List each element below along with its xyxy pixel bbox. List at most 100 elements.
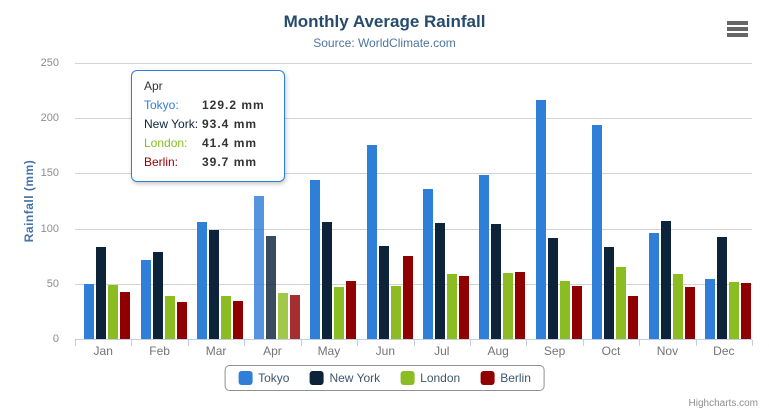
bar-london-sep[interactable] — [559, 281, 570, 339]
legend-item-tokyo[interactable]: Tokyo — [238, 371, 289, 385]
category-group-apr — [244, 63, 300, 339]
bar-berlin-sep[interactable] — [571, 286, 582, 339]
x-axis-label-feb: Feb — [149, 344, 170, 358]
tooltip-series-value: 129.2 mm — [202, 98, 265, 112]
bar-london-oct[interactable] — [616, 267, 627, 339]
bar-london-nov[interactable] — [672, 273, 683, 339]
bar-tokyo-nov[interactable] — [648, 233, 659, 339]
credits-link[interactable]: Highcharts.com — [688, 398, 758, 409]
bar-berlin-jun[interactable] — [402, 255, 413, 339]
bar-new-york-aug[interactable] — [491, 223, 502, 339]
gridline-50 — [75, 283, 752, 285]
legend-swatch-tokyo — [238, 371, 253, 385]
export-menu-button[interactable] — [727, 21, 749, 38]
x-axis-label-jan: Jan — [93, 344, 113, 358]
x-axis-tick — [300, 340, 302, 346]
bar-tokyo-dec[interactable] — [705, 278, 716, 339]
bar-tokyo-mar[interactable] — [197, 221, 208, 339]
category-group-mar — [188, 63, 244, 339]
legend-label-new-york: New York — [329, 371, 381, 385]
bar-tokyo-sep[interactable] — [535, 100, 546, 339]
bar-tokyo-apr[interactable] — [253, 196, 264, 339]
gridline-150 — [75, 173, 752, 175]
bar-new-york-jan[interactable] — [96, 246, 107, 339]
legend-item-london[interactable]: London — [400, 371, 460, 385]
bar-london-jun[interactable] — [390, 285, 401, 339]
x-axis-labels: Jan Feb Mar Apr May Jun Jul Aug Sep Oct Nov Dec — [75, 344, 752, 358]
tooltip-header: Apr — [144, 79, 163, 93]
bar-london-dec[interactable] — [729, 282, 740, 339]
x-axis-label-aug: Aug — [487, 344, 509, 358]
bar-berlin-jul[interactable] — [458, 275, 469, 339]
legend: Tokyo New York London Berlin — [224, 365, 545, 391]
bar-london-may[interactable] — [334, 287, 345, 339]
bar-london-jan[interactable] — [108, 285, 119, 339]
bar-tokyo-may[interactable] — [310, 180, 321, 339]
bar-new-york-sep[interactable] — [547, 238, 558, 339]
bar-new-york-mar[interactable] — [209, 230, 220, 339]
y-axis-label-150: 150 — [40, 167, 59, 180]
category-group-sep — [526, 63, 582, 339]
bar-london-feb[interactable] — [164, 296, 175, 339]
x-axis-label-may: May — [317, 344, 341, 358]
legend-swatch-berlin — [480, 371, 495, 385]
bar-tokyo-jun[interactable] — [366, 144, 377, 339]
bar-berlin-mar[interactable] — [233, 300, 244, 339]
legend-swatch-london — [400, 371, 415, 385]
bar-tokyo-jul[interactable] — [422, 189, 433, 339]
x-axis-label-jul: Jul — [434, 344, 450, 358]
category-group-feb — [131, 63, 187, 339]
bar-new-york-apr[interactable] — [265, 235, 276, 339]
x-axis-tick — [75, 340, 76, 346]
category-group-jun — [357, 63, 413, 339]
bar-tokyo-jan[interactable] — [84, 283, 95, 339]
bar-london-jul[interactable] — [446, 273, 457, 339]
bar-berlin-may[interactable] — [346, 280, 357, 339]
x-axis-label-apr: Apr — [263, 344, 282, 358]
category-group-jul — [414, 63, 470, 339]
legend-item-berlin[interactable]: Berlin — [480, 371, 531, 385]
x-axis-tick — [639, 340, 641, 346]
legend-item-new-york[interactable]: New York — [309, 371, 380, 385]
bar-berlin-feb[interactable] — [176, 302, 187, 339]
bar-london-mar[interactable] — [221, 295, 232, 339]
bar-new-york-may[interactable] — [322, 221, 333, 339]
bar-berlin-apr[interactable] — [289, 295, 300, 339]
bar-new-york-nov[interactable] — [660, 221, 671, 339]
y-axis-label-50: 50 — [46, 277, 59, 290]
x-axis-tick — [131, 340, 133, 346]
x-axis-tick — [752, 340, 753, 346]
bar-london-apr[interactable] — [277, 293, 288, 339]
bar-berlin-jan[interactable] — [120, 292, 131, 339]
bar-tokyo-oct[interactable] — [592, 124, 603, 339]
chart-subtitle: Source: WorldClimate.com — [313, 36, 456, 50]
bar-berlin-nov[interactable] — [684, 287, 695, 339]
bar-berlin-dec[interactable] — [741, 282, 752, 339]
bar-berlin-oct[interactable] — [628, 295, 639, 339]
y-axis-label-0: 0 — [52, 333, 59, 345]
x-axis-label-oct: Oct — [601, 344, 621, 358]
bar-new-york-oct[interactable] — [604, 246, 615, 339]
bar-new-york-dec[interactable] — [717, 237, 728, 339]
bar-tokyo-feb[interactable] — [140, 260, 151, 339]
x-axis-ticks — [75, 340, 753, 346]
bar-new-york-jul[interactable] — [434, 223, 445, 339]
bar-tokyo-aug[interactable] — [479, 175, 490, 339]
gridline-100 — [75, 228, 752, 230]
x-axis-label-nov: Nov — [656, 344, 679, 358]
tooltip-series-value: 39.7 mm — [202, 155, 258, 169]
tooltip-series-label: New York: — [144, 117, 199, 131]
bar-london-aug[interactable] — [503, 273, 514, 339]
category-group-jan — [75, 63, 131, 339]
y-axis-labels: 0 50 100 150 200 250 — [0, 57, 67, 345]
x-axis-label-dec: Dec — [713, 344, 735, 358]
x-axis-label-sep: Sep — [543, 344, 566, 358]
gridline-250 — [75, 63, 752, 64]
x-axis-line — [75, 339, 752, 340]
bar-new-york-jun[interactable] — [378, 245, 389, 339]
tooltip-series-value: 41.4 mm — [202, 136, 258, 150]
bar-berlin-aug[interactable] — [515, 272, 526, 339]
bar-new-york-feb[interactable] — [152, 252, 163, 339]
x-axis-label-jun: Jun — [375, 344, 395, 358]
y-axis-label-100: 100 — [40, 222, 59, 235]
